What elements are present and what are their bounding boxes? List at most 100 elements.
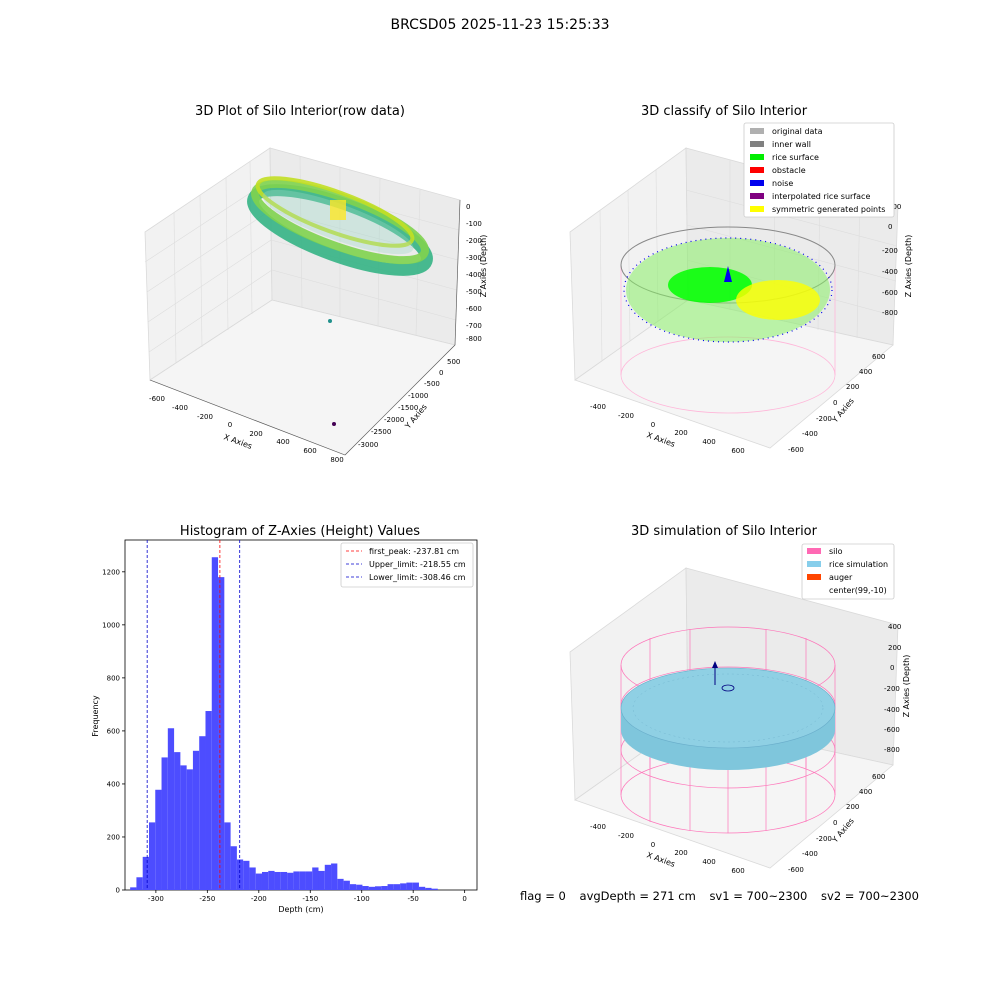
panel1-ytick: -3000 xyxy=(358,441,378,449)
panel2-legend-entries: original data inner wall rice surface obsta… xyxy=(750,127,885,214)
histogram-bar xyxy=(199,736,206,890)
histogram-bar xyxy=(368,886,376,890)
legend-label: first_peak: -237.81 cm xyxy=(369,547,459,556)
histogram-bar xyxy=(224,822,231,890)
histogram-ylabel: Frequency xyxy=(91,695,100,737)
panel4-3d-plot[interactable]: -400 -200 0 200 400 600 X Axies 600 400 … xyxy=(500,500,1000,1000)
histogram-bar xyxy=(337,878,344,890)
legend-label: original data xyxy=(772,127,823,136)
histogram-chart[interactable]: -300 -250 -200 -150 -100 -50 0 0 200 400 600 800 10… xyxy=(0,500,500,1000)
panel2-ytick: 600 xyxy=(872,353,885,361)
panel1-3d-plot[interactable]: -600 -400 -200 0 200 400 600 800 X Axies… xyxy=(0,0,500,500)
panel4-xtick: -400 xyxy=(590,823,606,831)
legend-label: inner wall xyxy=(772,140,811,149)
histogram-bar xyxy=(324,864,332,890)
panel2-ztick: 200 xyxy=(888,203,901,211)
histogram-bar xyxy=(148,822,156,890)
histogram-bar xyxy=(186,769,193,890)
panel4-auger xyxy=(712,661,735,692)
panel2-ztick: -600 xyxy=(882,289,898,297)
histogram-bar xyxy=(192,750,200,890)
panel2-title: 3D classify of Silo Interior xyxy=(640,104,808,119)
histogram-bar xyxy=(236,859,244,890)
x-tick-label: -200 xyxy=(251,895,267,903)
histogram-bar xyxy=(418,886,426,890)
legend-swatch xyxy=(750,141,764,147)
histogram-bar xyxy=(375,886,382,890)
x-tick-label: -50 xyxy=(407,895,418,903)
histogram-bar xyxy=(287,872,294,890)
panel1-xtick: 600 xyxy=(303,447,316,455)
histogram-bar xyxy=(381,886,388,890)
panel4-legend: silo rice simulation auger center(99,-10) xyxy=(801,543,895,600)
histogram-bar xyxy=(249,867,256,890)
panel1-ztick: -100 xyxy=(466,220,482,228)
histogram-y-axis: 0 200 400 600 800 1000 1200 xyxy=(102,568,125,895)
legend-swatch xyxy=(807,548,821,554)
panel2-ytick: 0 xyxy=(833,399,837,407)
histogram-bar xyxy=(261,871,269,890)
legend-label: silo xyxy=(829,547,843,556)
panel1-ytick: -1000 xyxy=(408,392,428,400)
legend-swatch xyxy=(750,154,764,160)
legend-label: noise xyxy=(772,179,793,188)
x-tick-label: -150 xyxy=(302,895,318,903)
panel4-xtick: 0 xyxy=(651,841,655,849)
panel3-title: Histogram of Z-Axies (Height) Values xyxy=(179,524,421,539)
panel1-ztick: -400 xyxy=(466,271,482,279)
panel2-ytick: -200 xyxy=(816,415,832,423)
histogram-bar xyxy=(362,886,369,890)
panel1-z-axis: 0 -100 -200 -300 -400 -500 -600 -700 -80… xyxy=(454,199,488,346)
histogram-bars xyxy=(130,557,438,890)
status-flag: flag = 0 xyxy=(520,889,566,903)
histogram-bar xyxy=(400,883,407,890)
histogram-bar xyxy=(255,873,262,890)
y-tick-label: 600 xyxy=(107,727,120,735)
status-line: flag = 0 avgDepth = 271 cm sv1 = 700~230… xyxy=(520,889,929,903)
histogram-bar xyxy=(425,887,432,890)
histogram-bar xyxy=(211,557,219,890)
panel1-title: 3D Plot of Silo Interior(row data) xyxy=(195,104,405,119)
panel1-xtick: 200 xyxy=(249,430,262,438)
panel2-ztick: -400 xyxy=(882,268,898,276)
histogram-reference-lines xyxy=(146,540,241,890)
panel2-point-cloud xyxy=(620,226,836,414)
histogram-bar xyxy=(230,846,237,890)
panel4-ytick: 400 xyxy=(859,788,872,796)
panel2-3d-plot[interactable]: -400 -200 0 200 400 600 X Axies 600 400 … xyxy=(500,0,1000,500)
panel2-y-axis: 600 400 200 0 -200 -400 -600 Y Axies xyxy=(788,353,885,454)
y-tick-label: 1200 xyxy=(102,568,120,576)
panel4-ytick: 600 xyxy=(872,773,885,781)
legend-swatch xyxy=(807,561,821,567)
panel4-ytick: -600 xyxy=(788,866,804,874)
legend-label: center(99,-10) xyxy=(829,586,887,595)
histogram-legend-entries: first_peak: -237.81 cm Upper_limit: -218.… xyxy=(346,547,466,582)
histogram-bar xyxy=(412,882,419,890)
panel1-ytick: 0 xyxy=(439,369,443,377)
panel1-xtick: -600 xyxy=(149,395,165,403)
status-avg-depth: avgDepth = 271 cm xyxy=(579,889,696,903)
histogram-bar xyxy=(343,880,350,890)
panel4-xtick: 600 xyxy=(731,867,744,875)
panel1-ztick: -600 xyxy=(466,305,482,313)
legend-swatch xyxy=(807,587,821,593)
panel4-xtick: -200 xyxy=(618,832,634,840)
panel2-xtick: 400 xyxy=(702,438,715,446)
panel2-ytick: 200 xyxy=(846,383,859,391)
panel4-ytick: -200 xyxy=(816,835,832,843)
y-tick-label: 1000 xyxy=(102,621,120,629)
panel1-xtick: 0 xyxy=(228,421,232,429)
panel2-ytick: -600 xyxy=(788,446,804,454)
panel1-xtick: -400 xyxy=(172,404,188,412)
histogram-bar xyxy=(274,871,281,890)
status-sv1: sv1 = 700~2300 xyxy=(709,889,808,903)
panel2-legend: original data inner wall rice surface obsta… xyxy=(743,122,895,218)
histogram-bar xyxy=(299,871,306,890)
histogram-bar xyxy=(161,757,168,890)
panel4-ztick: -600 xyxy=(884,726,900,734)
panel4-ytick: 0 xyxy=(833,819,837,827)
panel4-ztick: -400 xyxy=(884,706,900,714)
panel1-ztick: -200 xyxy=(466,237,482,245)
panel1-ytick: -2500 xyxy=(371,428,391,436)
panel2-xtick: 200 xyxy=(674,429,687,437)
